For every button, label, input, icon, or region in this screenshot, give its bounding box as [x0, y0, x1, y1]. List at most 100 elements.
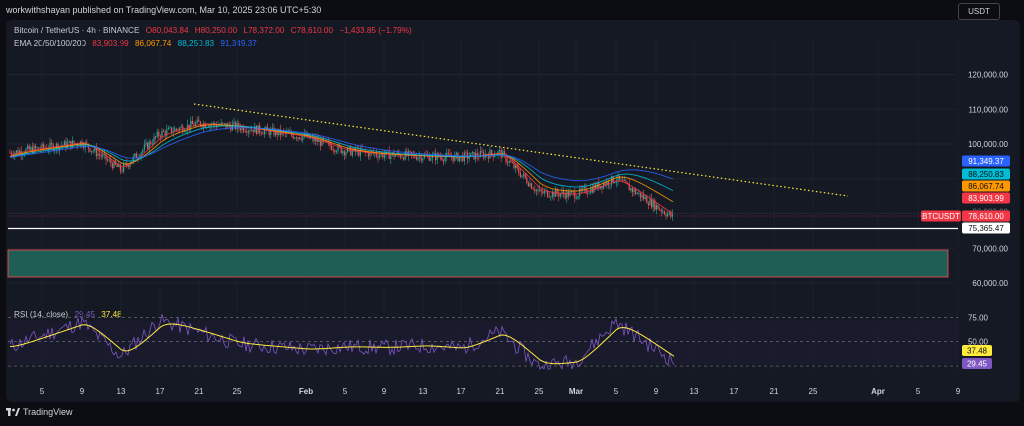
symbol-title: Bitcoin / TetherUS · 4h · BINANCE: [14, 26, 140, 35]
rsi-value-tag: 29.45: [967, 360, 988, 369]
candle-body: [134, 153, 136, 157]
candle-body: [660, 209, 662, 212]
candle-body: [550, 196, 552, 198]
candle-body: [174, 128, 176, 132]
candle-body: [443, 159, 445, 162]
candle-body: [617, 175, 619, 182]
candle-body: [641, 194, 643, 198]
candle-body: [577, 196, 579, 199]
candle-body: [647, 203, 649, 206]
candle-body: [430, 158, 432, 161]
time-tick-label: 21: [195, 387, 204, 396]
candle-body: [49, 142, 51, 150]
candle-body: [340, 146, 342, 153]
candle-body: [406, 151, 408, 156]
candle-body: [564, 193, 566, 199]
candle-body: [297, 137, 299, 139]
candle-body: [183, 131, 185, 133]
candle-body: [27, 145, 29, 149]
candle-body: [627, 182, 629, 185]
time-tick-label: 17: [156, 387, 165, 396]
candle-body: [604, 183, 606, 186]
candle-body: [587, 193, 589, 195]
candle-body: [415, 157, 417, 160]
candle-body: [180, 126, 182, 128]
candle-body: [147, 142, 149, 149]
candle-body: [99, 153, 101, 156]
candle-body: [255, 125, 257, 134]
candle-body: [55, 143, 57, 149]
candle-body: [420, 155, 422, 161]
candle-body: [663, 211, 665, 215]
candle-body: [73, 140, 75, 144]
candle-body: [447, 152, 449, 155]
candle-body: [553, 191, 555, 197]
candle-body: [662, 211, 664, 213]
ema50-value: 86,067.74: [134, 39, 172, 48]
candle-body: [631, 188, 633, 193]
candle-body: [491, 150, 493, 154]
candle-body: [231, 124, 233, 131]
candle-body: [195, 122, 197, 127]
candle-body: [563, 191, 565, 194]
candle-body: [254, 125, 256, 133]
candle-body: [468, 156, 470, 159]
candle-body: [507, 162, 509, 163]
candle-body: [377, 155, 379, 158]
candle-body: [89, 148, 91, 152]
candle-body: [574, 192, 576, 199]
candle-body: [580, 188, 582, 191]
candle-body: [239, 127, 241, 131]
support-price-tag-bg: [962, 222, 1010, 234]
candle-body: [275, 129, 277, 136]
ema50-price-tag: 86,067.74: [968, 182, 1004, 191]
candle-body: [540, 189, 542, 192]
candle-body: [595, 184, 597, 189]
candle-body: [263, 130, 265, 135]
candle-body: [630, 188, 632, 191]
candle-body: [65, 141, 67, 148]
candle-body: [556, 189, 558, 194]
currency-button[interactable]: USDT: [958, 3, 1000, 20]
candle-body: [238, 122, 240, 128]
candle-body: [164, 131, 166, 136]
candle-body: [105, 153, 107, 160]
candle-body: [585, 187, 587, 194]
candle-body: [551, 191, 553, 197]
candle-body: [91, 150, 93, 152]
candle-body: [643, 194, 645, 199]
candle-body: [142, 149, 144, 153]
candle-body: [583, 187, 585, 188]
candle-body: [615, 181, 617, 183]
candle-body: [243, 126, 245, 132]
candle-body: [148, 141, 150, 149]
candle-body: [190, 120, 192, 129]
candle-body: [121, 170, 123, 172]
candle-body: [652, 200, 654, 208]
candle-body: [559, 193, 561, 197]
candle-body: [566, 191, 568, 199]
ema20-value: 83,903.99: [92, 39, 129, 48]
price-tick-label: 110,000.00: [969, 105, 1009, 114]
candle-body: [123, 163, 125, 172]
candle-body: [276, 129, 278, 135]
time-tick-label: 17: [457, 387, 466, 396]
rsi-value-tag-bg: [962, 358, 992, 369]
price-tick-label: 60,000.00: [972, 279, 1008, 288]
candle-body: [119, 164, 121, 171]
candle-body: [575, 198, 577, 200]
candle-body: [383, 154, 385, 158]
candle-body: [41, 143, 43, 150]
candle-body: [620, 179, 622, 181]
candle-body: [444, 156, 446, 162]
rsi-axis-label: 50.00: [968, 338, 989, 347]
candle-body: [271, 127, 273, 130]
candle-body: [220, 122, 222, 126]
candle-body: [302, 136, 304, 140]
candle-body: [513, 162, 515, 169]
candle-body: [465, 152, 467, 154]
candle-body: [87, 143, 89, 149]
ema100-line: [9, 125, 674, 192]
candle-body: [654, 200, 656, 210]
